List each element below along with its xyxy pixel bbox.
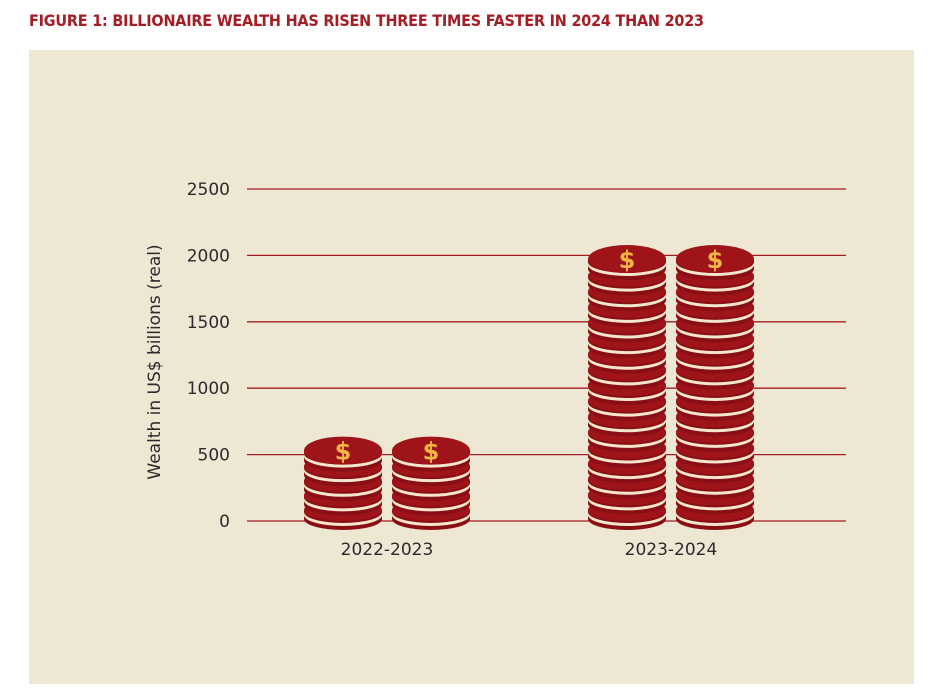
- dollar-sign: $: [707, 246, 724, 274]
- dollar-coin-icon: $: [392, 436, 470, 466]
- coin-bar-2022-2023: $ $: [304, 436, 470, 530]
- dollar-sign: $: [335, 438, 352, 466]
- coin-stacks: $ $$ $: [304, 245, 754, 530]
- y-tick-label: 2500: [187, 180, 230, 200]
- y-axis-title: Wealth in US$ billions (real): [145, 244, 165, 479]
- coin-stack: $: [304, 436, 382, 530]
- y-tick-labels: 0 500 1000 1500 2000 2500: [187, 180, 230, 532]
- figure-title: FIGURE 1: BILLIONAIRE WEALTH HAS RISEN T…: [29, 11, 704, 30]
- x-category-labels: 2022-2023 2023-2024: [341, 540, 718, 560]
- x-category-label: 2023-2024: [625, 540, 718, 560]
- dollar-coin-icon: $: [588, 245, 666, 274]
- dollar-sign: $: [423, 438, 440, 466]
- y-tick-label: 500: [198, 446, 230, 466]
- coin-stack: $: [392, 436, 470, 530]
- coin-stack: $: [676, 245, 754, 530]
- dollar-sign: $: [619, 246, 636, 274]
- y-tick-label: 0: [219, 512, 230, 532]
- y-tick-label: 1000: [187, 379, 230, 399]
- x-category-label: 2022-2023: [341, 540, 434, 560]
- dollar-coin-icon: $: [304, 436, 382, 466]
- coin-bar-2023-2024: $ $: [588, 245, 754, 530]
- dollar-coin-icon: $: [676, 245, 754, 274]
- chart-panel: 0 500 1000 1500 2000 2500 $ $ $ $ 2022-2023 2023-…: [29, 50, 914, 684]
- y-tick-label: 1500: [187, 313, 230, 333]
- coin-stack: $: [588, 245, 666, 530]
- y-tick-label: 2000: [187, 246, 230, 266]
